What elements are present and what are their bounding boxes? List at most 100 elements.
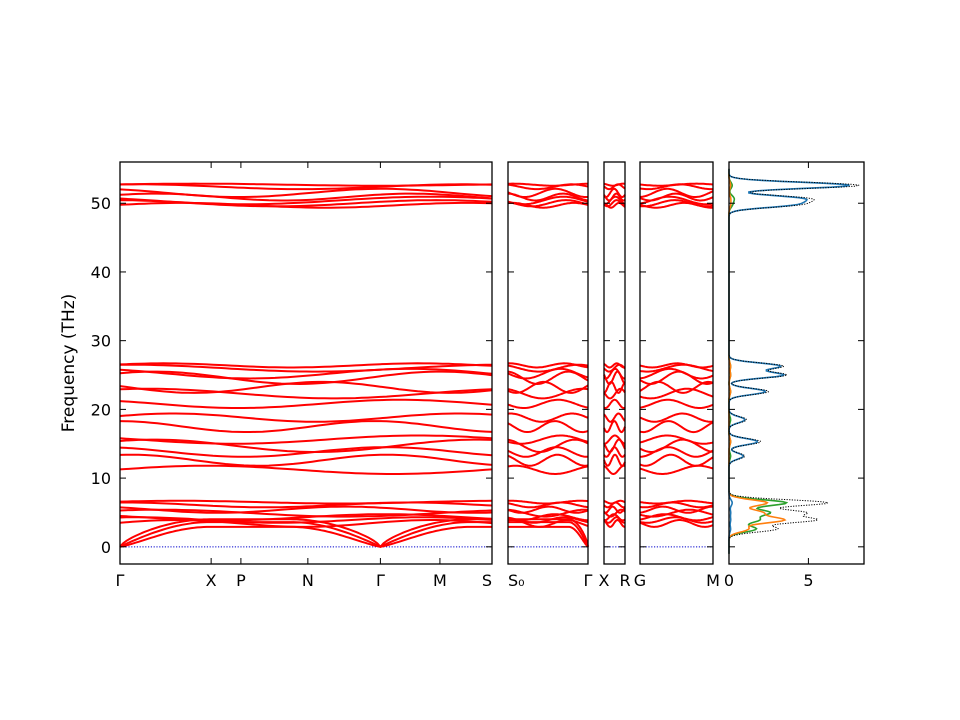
phonon-band bbox=[639, 513, 714, 522]
phonon-band bbox=[603, 201, 626, 209]
phonon-band bbox=[603, 412, 626, 423]
kpoint-label: X bbox=[206, 571, 217, 590]
panel-frame bbox=[119, 161, 493, 565]
phonon-band bbox=[639, 434, 714, 445]
acoustic-band bbox=[507, 521, 589, 548]
kpoint-label: S bbox=[482, 571, 492, 590]
phonon-band bbox=[639, 499, 714, 505]
phonon-band bbox=[639, 387, 714, 400]
phonon-band bbox=[603, 398, 626, 409]
acoustic-band bbox=[119, 525, 492, 548]
phonon-band bbox=[507, 412, 589, 423]
kpoint-label: P bbox=[236, 571, 246, 590]
phonon-band bbox=[507, 453, 589, 467]
phonon-band bbox=[119, 201, 493, 209]
phonon-band bbox=[639, 501, 714, 509]
phonon-band bbox=[603, 380, 626, 394]
phonon-band bbox=[507, 420, 589, 434]
phonon-band bbox=[507, 464, 589, 475]
phonon-band bbox=[603, 363, 626, 373]
phonon-band bbox=[639, 195, 714, 206]
panel-frame bbox=[603, 161, 626, 565]
band-panel-2: S₀ Γ bbox=[507, 161, 593, 590]
phonon-band bbox=[639, 201, 713, 209]
phonon-band bbox=[119, 505, 493, 514]
phonon-band bbox=[507, 501, 589, 509]
phonon-band bbox=[603, 187, 626, 198]
phonon-band bbox=[508, 499, 589, 505]
phonon-band bbox=[639, 505, 714, 514]
phonon-band bbox=[639, 367, 714, 380]
kpoint-label: G bbox=[634, 571, 646, 590]
acoustic-band bbox=[507, 518, 589, 547]
phonon-band bbox=[640, 446, 714, 458]
phonon-band bbox=[119, 453, 493, 467]
phonon-band bbox=[603, 519, 626, 528]
y-tick-label: 50 bbox=[91, 194, 111, 213]
phonon-band bbox=[507, 370, 589, 385]
phonon-band bbox=[119, 363, 492, 373]
phonon-band bbox=[119, 362, 493, 369]
phonon-band bbox=[119, 508, 493, 518]
phonon-band bbox=[507, 199, 589, 208]
y-axis-label: Frequency (THz) bbox=[59, 294, 79, 433]
phonon-band bbox=[119, 398, 493, 409]
phonon-band bbox=[507, 192, 589, 202]
kpoint-label: S₀ bbox=[508, 571, 525, 590]
kpoint-label: M bbox=[706, 571, 720, 590]
phonon-band bbox=[507, 380, 589, 394]
phonon-band bbox=[507, 434, 589, 445]
phonon-band bbox=[603, 505, 626, 514]
phonon-band bbox=[639, 363, 714, 373]
y-tick-label: 10 bbox=[91, 469, 111, 488]
phonon-band bbox=[507, 183, 589, 191]
dos-frame bbox=[728, 161, 865, 565]
phonon-band bbox=[603, 464, 626, 475]
phonon-band bbox=[639, 398, 714, 409]
phonon-band bbox=[507, 446, 588, 458]
kpoint-label: Γ bbox=[584, 571, 593, 590]
phonon-band bbox=[119, 434, 493, 445]
kpoint-label: Γ bbox=[376, 571, 385, 590]
phonon-band bbox=[639, 516, 714, 524]
phonon-band bbox=[603, 183, 626, 191]
phonon-band bbox=[603, 387, 626, 400]
phonon-band bbox=[603, 446, 626, 458]
phonon-band bbox=[119, 446, 493, 458]
kpoint-label: X bbox=[599, 571, 610, 590]
phonon-band bbox=[507, 201, 589, 209]
x-tick-label: 5 bbox=[803, 571, 813, 590]
partial-dos-curve bbox=[728, 168, 850, 554]
x-tick-label: 0 bbox=[724, 571, 734, 590]
phonon-band bbox=[119, 420, 493, 433]
panel-frame bbox=[507, 161, 589, 565]
y-tick-label: 20 bbox=[91, 400, 111, 419]
phonon-band bbox=[639, 187, 714, 198]
phonon-band bbox=[639, 519, 714, 528]
phonon-band bbox=[120, 501, 493, 509]
phonon-band bbox=[119, 370, 493, 385]
total-dos-curve bbox=[728, 168, 860, 554]
phonon-band bbox=[639, 453, 714, 467]
kpoint-label: M bbox=[433, 571, 447, 590]
acoustic-band bbox=[507, 525, 589, 548]
phonon-band bbox=[507, 387, 589, 400]
panel-frame bbox=[639, 161, 714, 565]
phonon-band bbox=[639, 464, 714, 475]
kpoint-label: N bbox=[302, 571, 314, 590]
phonon-band bbox=[639, 420, 714, 434]
kpoint-label: R bbox=[619, 571, 630, 590]
phonon-band bbox=[119, 183, 493, 191]
acoustic-band bbox=[119, 521, 492, 548]
phonon-band bbox=[603, 370, 626, 385]
kpoint-label: Γ bbox=[116, 571, 125, 590]
y-tick-label: 30 bbox=[91, 332, 111, 351]
phonon-band bbox=[507, 438, 589, 453]
phonon-band bbox=[119, 387, 493, 400]
